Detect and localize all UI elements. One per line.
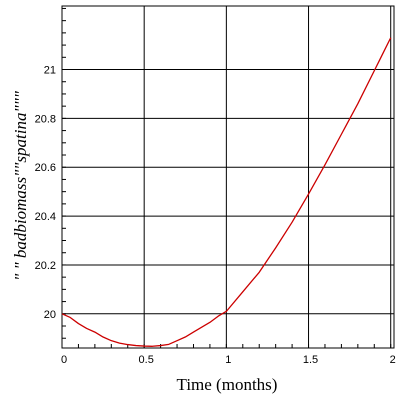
y-tick-label: 20 (44, 309, 56, 321)
y-tick-label: 20.4 (35, 211, 56, 223)
x-tick-label: 0 (61, 354, 67, 366)
y-tick-label: 20.8 (35, 113, 56, 125)
x-tick-label: 1 (225, 354, 231, 366)
x-axis-label: Time (months) (177, 375, 278, 394)
series-line (61, 37, 392, 347)
x-tick-label: 2 (390, 354, 396, 366)
x-tick-labels: 0 0.5 1 1.5 2 (61, 354, 396, 366)
x-tick-label: 1.5 (303, 354, 318, 366)
x-tick-label: 0.5 (139, 354, 154, 366)
y-tick-label: 20.6 (35, 162, 56, 174)
series-group (61, 37, 392, 347)
y-axis-label: " " badbiomass""spatina""" (11, 90, 30, 281)
grid-lines (61, 6, 394, 348)
y-tick-label: 20.2 (35, 260, 56, 272)
y-tick-labels: 20 20.2 20.4 20.6 20.8 21 (35, 65, 56, 321)
y-tick-label: 21 (44, 65, 56, 77)
plot-frame (61, 5, 395, 349)
